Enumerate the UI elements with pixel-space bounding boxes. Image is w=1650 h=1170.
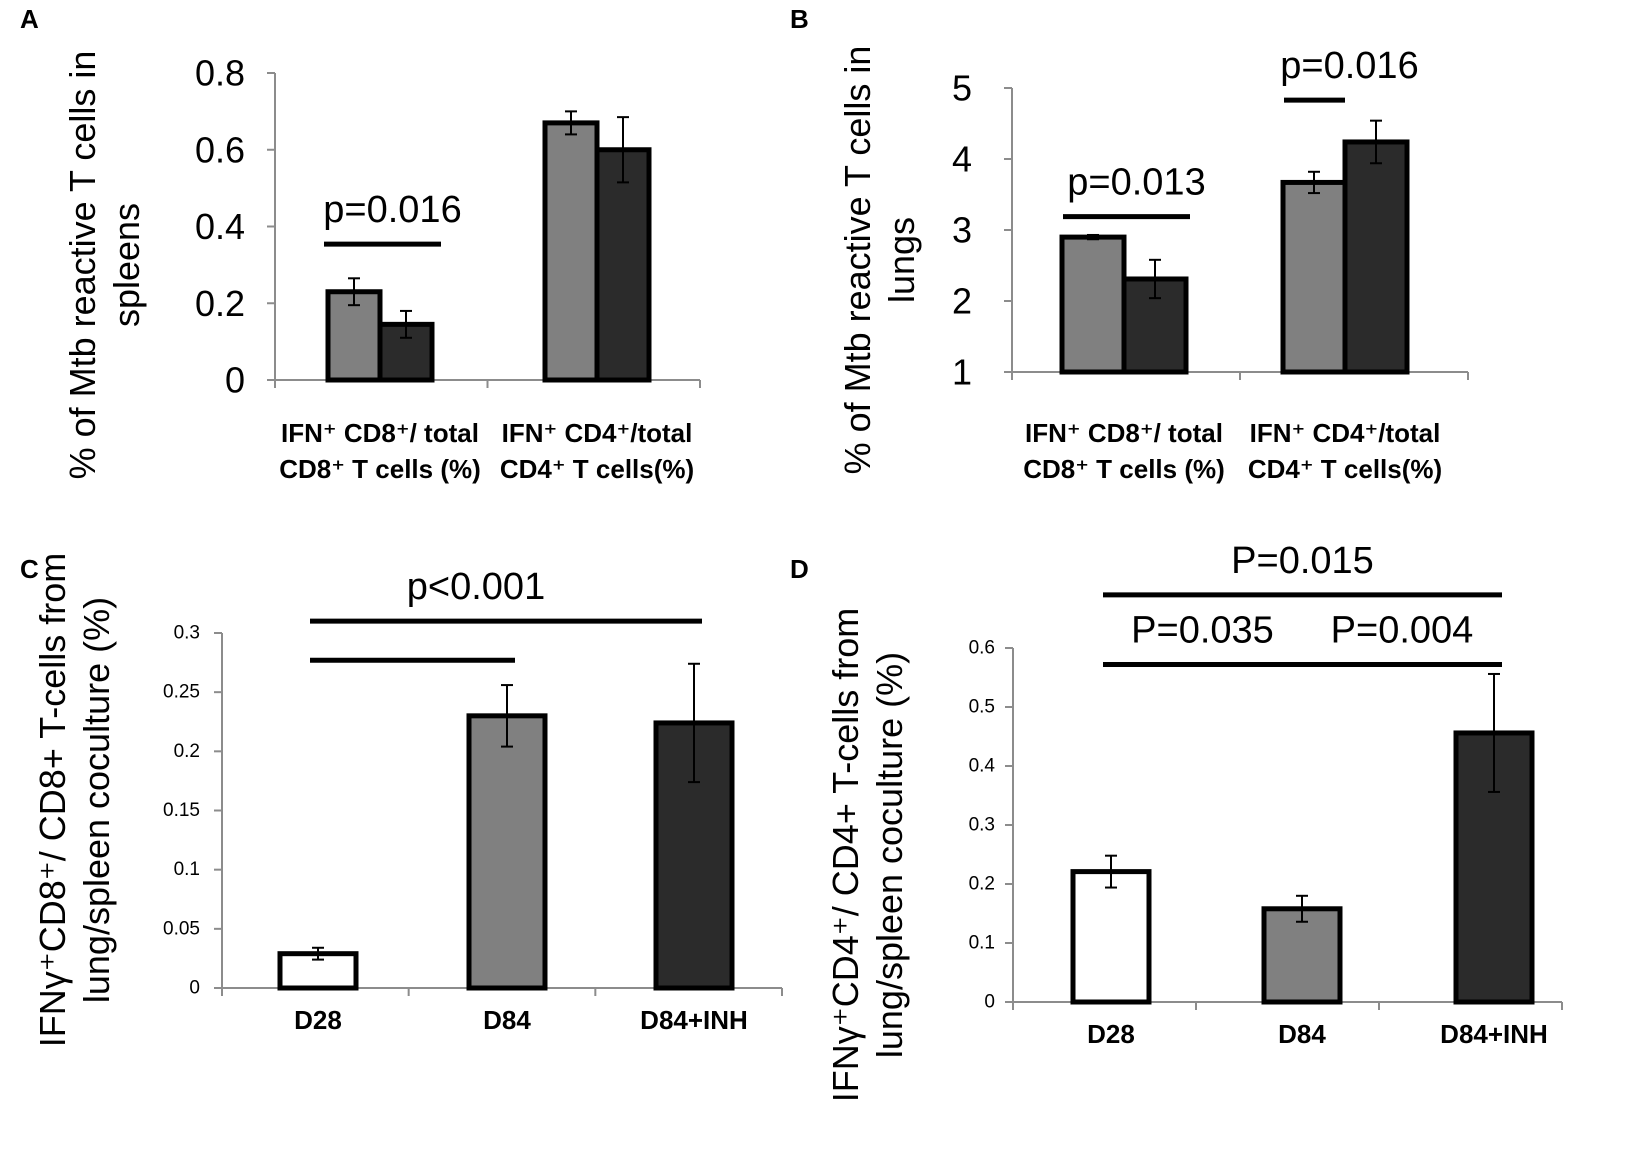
panel-letter: B (790, 4, 809, 34)
y-axis-title-line: IFNγ⁺CD8⁺/ CD8+ T-cells from (32, 553, 73, 1047)
y-tick-label: 0.2 (969, 874, 995, 895)
p-value-label: P=0.015 (1231, 540, 1374, 582)
y-tick-label: 0.2 (195, 283, 245, 324)
y-tick-label: 2 (952, 281, 972, 322)
y-axis-title-line: lungs (881, 217, 922, 303)
x-category-label: CD8⁺ T cells (%) (1023, 454, 1225, 484)
x-category-label: IFN⁺ CD4⁺/total (1250, 418, 1441, 448)
y-tick-label: 0.6 (969, 638, 995, 659)
y-axis-title-line: IFNγ⁺CD4⁺/ CD4+ T-cells from (825, 608, 866, 1102)
bar-2 (466, 713, 548, 991)
p-value-label: p=0.013 (1067, 162, 1205, 204)
y-tick-label: 5 (952, 68, 972, 109)
panel-letter: D (790, 554, 809, 584)
y-tick-label: 0.3 (174, 623, 200, 644)
y-axis-title-line: % of Mtb reactive T cells in (62, 51, 103, 480)
x-category-label: IFN⁺ CD8⁺/ total (281, 418, 479, 448)
y-tick-label: 0.15 (163, 800, 200, 821)
y-tick-label: 0.4 (969, 756, 996, 777)
y-axis-title-line: % of Mtb reactive T cells in (837, 46, 878, 475)
p-value-label: P=0.004 (1331, 610, 1474, 652)
y-tick-label: 0 (984, 992, 995, 1013)
x-category-label: D84 (483, 1005, 531, 1035)
panel-a: A 0 0.2 0.4 0.6 0.8 % of Mtb reactive T cells … (20, 4, 701, 484)
panel-c: C 0 0.05 0.1 0.15 0.2 0.25 0.3 IFNγ⁺CD8⁺/ CD8+ T… (20, 553, 783, 1047)
bar-1-2 (1280, 179, 1348, 375)
panel-b: B 1 2 3 4 5 % of Mtb reactive T cells in lungs I… (790, 4, 1469, 484)
y-tick-label: 4 (952, 139, 972, 180)
p-value-label: p=0.016 (1280, 45, 1418, 87)
y-tick-label: 0.25 (163, 682, 200, 703)
y-tick-label: 0.8 (195, 53, 245, 94)
bar-2 (1261, 906, 1343, 1005)
x-category-label: D84+INH (640, 1005, 748, 1035)
x-category-label: CD4⁺ T cells(%) (500, 454, 694, 484)
p-value-label: p<0.001 (407, 566, 545, 608)
panel-d: D 0 0.1 0.2 0.3 0.4 0.5 0.6 IFNγ⁺CD4⁺/ CD4+ T-ce… (790, 540, 1563, 1102)
x-category-label: D84 (1278, 1019, 1326, 1049)
y-tick-label: 0.5 (969, 697, 995, 718)
y-tick-label: 0.05 (163, 918, 200, 939)
y-tick-label: 0.6 (195, 129, 245, 170)
y-tick-label: 0.1 (174, 859, 200, 880)
p-value-label: p=0.016 (323, 189, 461, 231)
y-tick-label: 0 (225, 360, 245, 401)
bar-2-2 (1342, 139, 1410, 375)
bar-1-2 (542, 120, 600, 383)
p-value-label: P=0.035 (1131, 610, 1274, 652)
y-tick-label: 0.4 (195, 206, 245, 247)
panel-letter: A (20, 4, 39, 34)
x-category-label: IFN⁺ CD4⁺/total (502, 418, 693, 448)
x-category-label: D84+INH (1440, 1019, 1548, 1049)
bar-2-2 (594, 147, 652, 383)
y-tick-label: 0.3 (969, 815, 995, 836)
y-tick-label: 1 (952, 352, 972, 393)
panel-letter: C (20, 554, 39, 584)
y-axis-title: IFNγ⁺CD8⁺/ CD8+ T-cells from lung/spleen … (32, 553, 117, 1047)
x-category-label: CD4⁺ T cells(%) (1248, 454, 1442, 484)
y-axis-title-line: spleens (106, 203, 147, 327)
y-axis-title-line: lung/spleen coculture (%) (76, 597, 117, 1003)
y-tick-label: 0.2 (174, 741, 200, 762)
bar-1-1 (1059, 234, 1127, 375)
x-category-label: D28 (1087, 1019, 1135, 1049)
x-category-label: CD8⁺ T cells (%) (279, 454, 481, 484)
x-category-label: IFN⁺ CD8⁺/ total (1025, 418, 1223, 448)
y-axis-title: % of Mtb reactive T cells in spleens (62, 51, 147, 480)
y-tick-label: 0 (189, 978, 200, 999)
y-tick-label: 0.1 (969, 933, 995, 954)
y-axis-title: IFNγ⁺CD4⁺/ CD4+ T-cells from lung/spleen … (825, 608, 910, 1102)
y-tick-label: 3 (952, 210, 972, 251)
y-axis-title-line: lung/spleen coculture (%) (869, 652, 910, 1058)
y-axis-title: % of Mtb reactive T cells in lungs (837, 46, 922, 475)
x-category-label: D28 (294, 1005, 342, 1035)
bar-1 (1070, 869, 1152, 1005)
